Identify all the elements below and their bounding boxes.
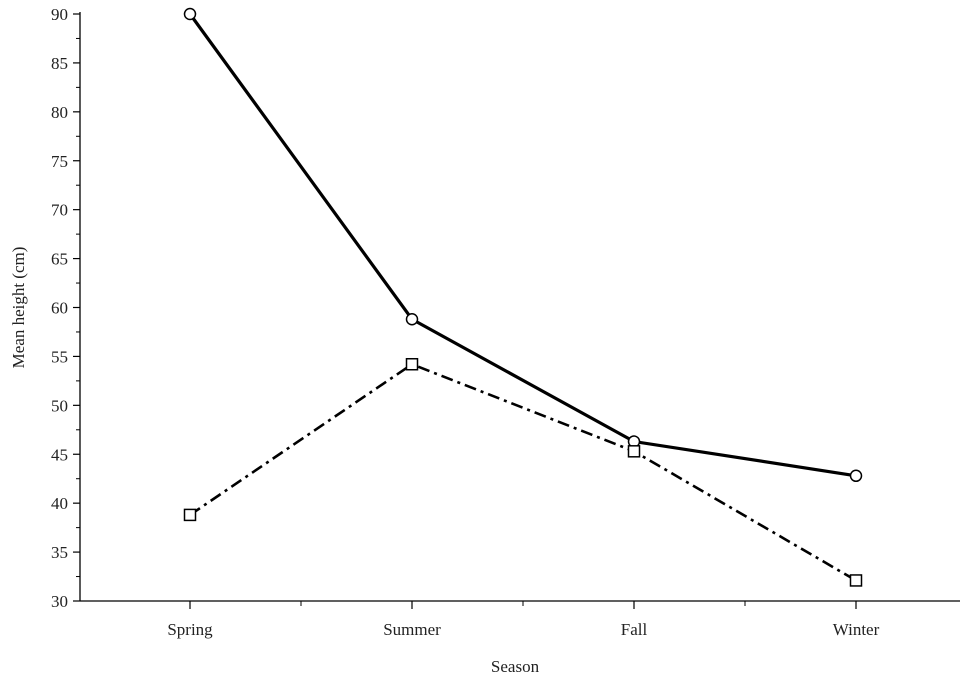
x-axis-title: Season <box>491 657 540 676</box>
data-point <box>405 312 419 326</box>
y-tick-label: 40 <box>51 494 68 513</box>
data-point <box>627 445 641 458</box>
y-tick-label: 65 <box>51 250 68 269</box>
y-tick-label: 85 <box>51 54 68 73</box>
y-tick-label: 80 <box>51 103 68 122</box>
data-point <box>183 508 197 522</box>
axes <box>79 12 960 602</box>
y-tick-label: 90 <box>51 5 68 24</box>
series-2 <box>183 357 863 587</box>
series-line <box>188 13 857 478</box>
y-tick-label: 75 <box>51 152 68 171</box>
y-tick-label: 50 <box>51 396 68 415</box>
series-1 <box>183 7 863 483</box>
y-tick-label: 60 <box>51 299 68 318</box>
y-tick-label: 35 <box>51 543 68 562</box>
data-point <box>183 7 197 21</box>
x-tick-label: Fall <box>621 620 648 639</box>
y-axis-title: Mean height (cm) <box>9 247 28 369</box>
series-layer <box>183 7 863 587</box>
y-tick-label: 55 <box>51 347 68 366</box>
data-point <box>849 469 863 483</box>
y-ticks: 30 35 40 45 50 55 60 65 70 75 80 85 90 <box>51 5 80 611</box>
x-tick-label: Winter <box>833 620 880 639</box>
x-tick-label: Summer <box>383 620 441 639</box>
x-ticks: Spring Summer Fall Winter <box>167 601 880 639</box>
data-point <box>405 357 419 371</box>
y-tick-label: 30 <box>51 592 68 611</box>
y-tick-label: 70 <box>51 201 68 220</box>
data-point <box>849 574 863 587</box>
y-tick-label: 45 <box>51 445 68 464</box>
series-line <box>189 362 857 582</box>
x-tick-label: Spring <box>167 620 213 639</box>
